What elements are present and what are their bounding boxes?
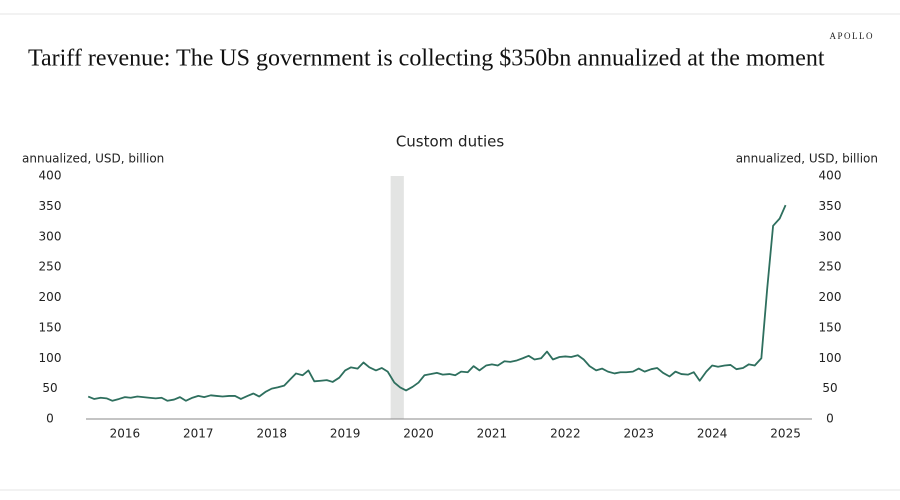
x-tick-label: 2019 [330,427,361,441]
y-tick-label: 350 [39,199,62,213]
y2-tick-label: 0 [826,412,834,426]
y2-tick-label: 400 [819,169,842,183]
x-tick-label: 2023 [623,427,654,441]
x-tick-label: 2022 [550,427,581,441]
y2-tick-label: 200 [819,290,842,304]
x-tick-label: 2025 [770,427,801,441]
chart-subtitle: Custom duties [396,133,505,151]
x-tick-label: 2020 [403,427,434,441]
data-line [87,204,787,402]
x-tick-label: 2024 [697,427,728,441]
y2-tick-label: 250 [819,260,842,274]
y-tick-label: 0 [46,412,54,426]
x-tick-label: 2018 [256,427,287,441]
recession-band [390,176,404,419]
y-axis-label: annualized, USD, billion [22,152,164,166]
y2-tick-label: 350 [819,199,842,213]
y2-tick-label: 300 [819,229,842,243]
y2-tick-label: 50 [822,381,837,395]
y2-axis-label: annualized, USD, billion [736,152,878,166]
x-tick-label: 2016 [110,427,141,441]
y-tick-label: 300 [39,229,62,243]
y-tick-label: 250 [39,260,62,274]
x-tick-label: 2017 [183,427,214,441]
y-tick-label: 200 [39,290,62,304]
y-tick-label: 100 [39,351,62,365]
y2-tick-label: 150 [819,320,842,334]
y-tick-label: 150 [39,320,62,334]
chart-title: Tariff revenue: The US government is col… [28,46,825,72]
y-tick-label: 50 [42,381,57,395]
x-tick-label: 2021 [477,427,508,441]
brand: APOLLO [830,31,875,41]
y2-tick-label: 100 [819,351,842,365]
y-tick-label: 400 [39,169,62,183]
